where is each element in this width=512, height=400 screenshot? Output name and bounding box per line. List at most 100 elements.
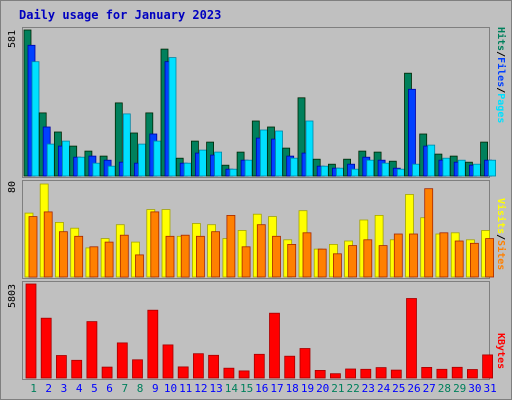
sites-bar-day-9 (150, 211, 160, 278)
kbytes-bar-day-28 (436, 368, 448, 379)
pages-bar-day-26 (412, 163, 420, 177)
day-label-25: 25 (392, 382, 405, 395)
day-label-10: 10 (164, 382, 177, 395)
pages-bar-day-18 (290, 157, 299, 177)
pages-bar-day-10 (168, 57, 177, 177)
day-label-7: 7 (121, 382, 128, 395)
kbytes-bar-day-16 (253, 353, 265, 379)
sites-bar-day-27 (424, 188, 434, 278)
sites-bar-day-8 (135, 254, 144, 278)
kbytes-bar-day-19 (299, 348, 311, 379)
sites-bar-day-15 (241, 246, 251, 278)
sites-bar-day-6 (104, 241, 114, 278)
pages-bar-day-8 (138, 143, 146, 177)
pages-bar-day-21 (335, 167, 344, 177)
day-label-13: 13 (209, 382, 222, 395)
pages-bar-day-5 (92, 162, 101, 177)
sites-bar-day-12 (195, 235, 205, 278)
hits-bar-day-7 (114, 102, 123, 177)
sites-bar-day-24 (378, 245, 388, 278)
day-label-11: 11 (179, 382, 192, 395)
day-label-3: 3 (61, 382, 68, 395)
pages-bar-day-29 (457, 159, 466, 177)
sites-bar-day-25 (393, 233, 403, 278)
day-label-1: 1 (30, 382, 37, 395)
pages-bar-day-31 (488, 159, 497, 177)
pages-bar-day-9 (153, 140, 162, 177)
sites-bar-day-10 (165, 235, 175, 278)
day-label-23: 23 (362, 382, 375, 395)
sites-bar-day-17 (272, 235, 281, 278)
day-label-31: 31 (483, 382, 496, 395)
day-label-8: 8 (137, 382, 144, 395)
day-label-2: 2 (45, 382, 52, 395)
kbytes-bar-day-25 (390, 369, 402, 379)
day-label-19: 19 (301, 382, 314, 395)
day-label-18: 18 (286, 382, 299, 395)
kbytes-bar-day-2 (40, 317, 52, 379)
day-label-4: 4 (76, 382, 83, 395)
day-label-12: 12 (194, 382, 207, 395)
day-label-20: 20 (316, 382, 329, 395)
sites-bar-day-18 (287, 243, 297, 278)
pages-bar-day-25 (396, 168, 405, 177)
kbytes-bar-day-11 (177, 366, 189, 379)
pages-bar-day-6 (107, 165, 116, 177)
day-label-30: 30 (468, 382, 481, 395)
pages-bar-day-2 (46, 143, 55, 177)
kbytes-bar-day-21 (329, 373, 341, 379)
kbytes-bar-day-31 (482, 354, 494, 379)
pages-bar-day-23 (366, 159, 375, 177)
kbytes-bar-day-4 (71, 359, 83, 379)
sites-bar-day-19 (302, 232, 312, 278)
kbytes-bar-day-29 (451, 366, 463, 379)
pages-bar-day-24 (381, 162, 390, 177)
kbytes-bar-day-14 (223, 367, 235, 379)
chart-title: Daily usage for January 2023 (19, 8, 222, 22)
kbytes-bar-day-22 (345, 368, 357, 379)
sites-bar-day-20 (317, 248, 327, 278)
kbytes-bar-day-27 (421, 366, 433, 379)
day-label-5: 5 (91, 382, 98, 395)
pages-bar-day-14 (229, 168, 238, 177)
sites-bar-day-31 (485, 238, 495, 278)
sites-bar-day-22 (348, 245, 358, 278)
pages-bar-day-20 (320, 165, 329, 177)
day-label-29: 29 (453, 382, 466, 395)
kbytes-bar-day-24 (375, 367, 387, 379)
pages-bar-day-19 (305, 120, 314, 177)
sites-bar-day-26 (409, 233, 418, 278)
sites-bar-day-23 (363, 239, 373, 278)
files-bar-day-26 (408, 88, 416, 177)
sites-bar-day-1 (28, 216, 38, 278)
pages-bar-day-1 (31, 61, 40, 177)
kbytes-bar-day-18 (284, 355, 296, 379)
pages-bar-day-16 (259, 129, 268, 177)
day-label-22: 22 (346, 382, 359, 395)
kbytes-bar-day-7 (116, 342, 128, 379)
sites-bar-day-13 (211, 231, 221, 278)
pages-bar-day-13 (214, 151, 223, 177)
pages-bar-day-4 (77, 156, 86, 177)
sites-bar-day-4 (74, 235, 84, 278)
kbytes-bar-day-5 (86, 321, 98, 379)
kbytes-bar-day-15 (238, 370, 250, 379)
pages-bar-day-30 (472, 163, 481, 177)
pages-bar-day-7 (122, 113, 131, 177)
day-label-21: 21 (331, 382, 344, 395)
sites-bar-day-5 (89, 246, 99, 278)
pages-bar-day-27 (427, 144, 436, 177)
sites-bar-day-28 (439, 232, 449, 278)
pages-bar-day-17 (275, 130, 283, 177)
pages-bar-day-28 (442, 157, 451, 177)
pages-bar-day-3 (62, 140, 70, 177)
sites-bar-day-21 (332, 253, 342, 278)
pages-bar-day-11 (183, 162, 192, 177)
kbytes-bar-day-12 (192, 353, 204, 379)
sites-bar-day-14 (226, 214, 236, 278)
kbytes-bar-day-26 (406, 298, 417, 379)
kbytes-bar-day-17 (269, 312, 280, 379)
sites-bar-day-30 (469, 242, 479, 278)
pages-bar-day-22 (351, 168, 360, 177)
hits-bar-day-8 (130, 132, 138, 177)
